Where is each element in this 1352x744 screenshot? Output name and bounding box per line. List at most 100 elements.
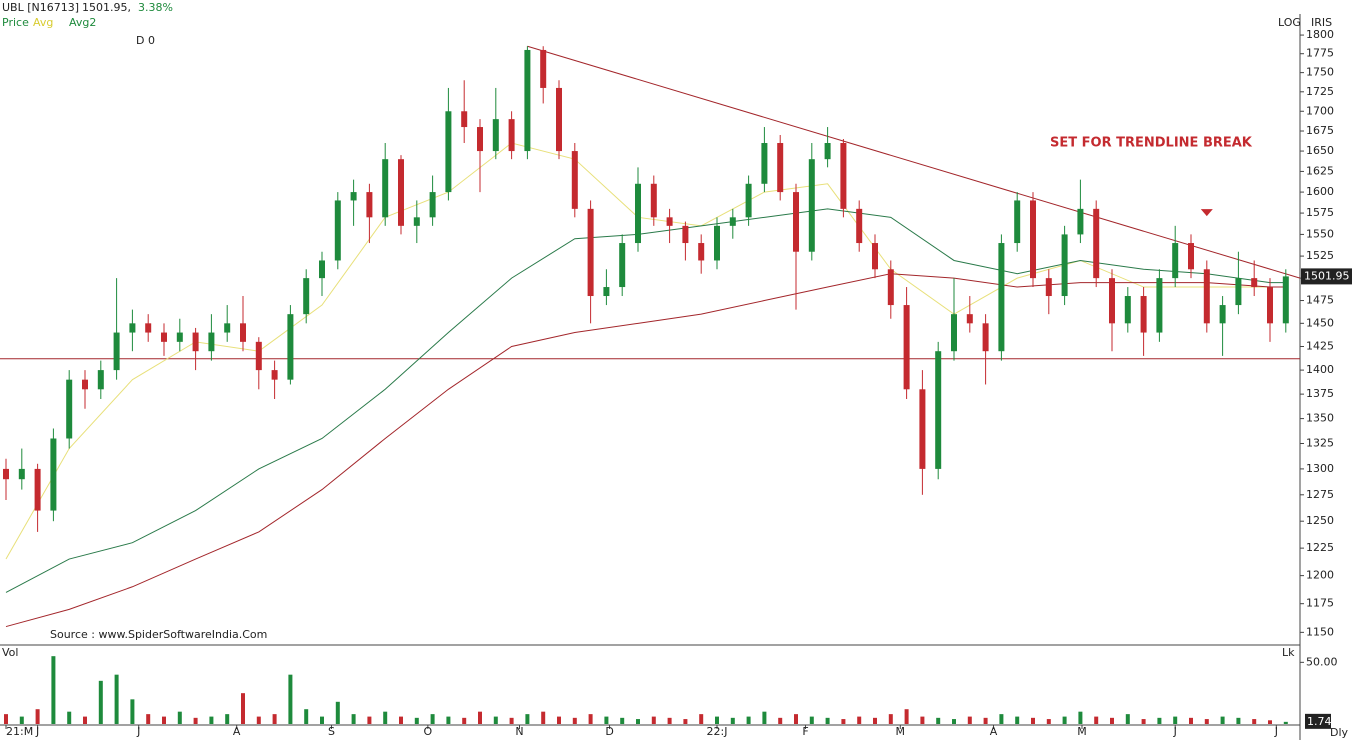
volume-bar: [288, 674, 293, 724]
candle-body: [1140, 296, 1147, 333]
y-tick-label: 1375: [1306, 387, 1334, 400]
volume-bar: [762, 711, 767, 724]
candle-body: [1172, 243, 1179, 279]
y-tick-label: 1800: [1306, 28, 1334, 41]
volume-bar: [4, 714, 8, 724]
brand: IRIS: [1311, 16, 1332, 29]
x-tick-label: J: [35, 725, 39, 738]
volume-bar: [509, 717, 514, 724]
candle-body: [1061, 234, 1068, 297]
y-tick-label: 1175: [1306, 597, 1334, 610]
volume-bar: [999, 714, 1004, 724]
candle-body: [176, 332, 183, 342]
y-tick-label: 1400: [1306, 363, 1334, 376]
volume-bar: [746, 716, 751, 724]
candle-body: [951, 314, 957, 352]
candle-body: [856, 208, 863, 244]
volume-bar: [335, 701, 340, 724]
candle-body: [761, 143, 768, 184]
y-tick-label: 1550: [1306, 227, 1334, 240]
volume-bar: [778, 717, 783, 724]
volume-last: 1.74: [1307, 715, 1332, 728]
signal-marker: [1200, 209, 1213, 217]
volume-tick-label: 50.00: [1306, 655, 1338, 668]
volume-bar: [1283, 721, 1288, 724]
volume-bar: [557, 716, 561, 724]
candle-body: [1030, 200, 1036, 279]
volume-bar: [1125, 714, 1130, 724]
volume-bar: [809, 716, 814, 724]
annotation: SET FOR TRENDLINE BREAK: [1050, 136, 1253, 151]
y-tick-label: 1250: [1306, 514, 1334, 527]
legend-price: Price: [2, 16, 29, 29]
volume-bar: [620, 717, 625, 724]
volume-bar: [588, 714, 593, 724]
candle-body: [1267, 287, 1273, 324]
candle-body: [129, 323, 136, 333]
candle-body: [619, 243, 626, 288]
candle-body: [1109, 278, 1115, 324]
candle-body: [445, 111, 452, 193]
candle-body: [650, 183, 657, 218]
candle-body: [1282, 276, 1289, 324]
y-tick-label: 1775: [1306, 47, 1334, 60]
volume-bar: [209, 716, 214, 724]
candle-body: [145, 323, 152, 333]
candle-body: [793, 192, 799, 252]
candle-body: [271, 370, 278, 380]
x-tick-label: 21:M: [6, 725, 33, 738]
volume-bar: [320, 716, 324, 724]
legend-entry: Avg: [33, 16, 53, 29]
candle-body: [492, 119, 499, 152]
candle-body: [66, 379, 73, 439]
volume-bar: [146, 714, 151, 724]
candle-body: [161, 332, 167, 342]
candle-body: [666, 217, 673, 226]
candle-body: [303, 278, 310, 315]
x-tick-label: A: [233, 725, 241, 738]
volume-bar: [225, 714, 230, 724]
candle-body: [82, 379, 88, 390]
candle-body: [334, 200, 341, 261]
candle-body: [872, 243, 878, 270]
volume-bar: [462, 717, 467, 724]
y-tick-label: 1275: [1306, 488, 1334, 501]
candle-body: [50, 438, 57, 511]
y-tick-label: 1600: [1306, 185, 1334, 198]
candle-body: [97, 370, 104, 390]
candle-body: [682, 225, 689, 244]
candle-body: [1188, 243, 1194, 270]
volume-bar: [304, 709, 309, 724]
volume-bar: [1220, 716, 1225, 724]
x-tick-label: F: [802, 725, 808, 738]
y-tick-label: 1150: [1306, 625, 1334, 638]
volume-bar: [1078, 711, 1083, 724]
volume-bar: [1015, 716, 1020, 724]
volume-label: Vol: [2, 646, 18, 659]
volume-bar: [83, 716, 87, 724]
volume-bar: [1094, 716, 1099, 724]
candle-body: [1219, 305, 1226, 324]
volume-bar: [1062, 716, 1067, 724]
x-tick-label: D: [605, 725, 613, 738]
candle-body: [1235, 278, 1242, 306]
change: 3.38%: [138, 1, 173, 14]
candle-body: [935, 351, 942, 469]
source: Source : www.SpiderSoftwareIndia.Com: [50, 628, 267, 641]
volume-bar: [1236, 717, 1241, 724]
y-tick-label: 1750: [1306, 66, 1334, 79]
candle-body: [350, 192, 357, 201]
x-tick-label: M: [896, 725, 906, 738]
volume-bar: [130, 699, 135, 724]
volume-bar: [983, 717, 988, 724]
volume-bar: [1157, 717, 1162, 724]
volume-bar: [541, 711, 546, 724]
volume-bar: [904, 709, 909, 724]
candle-body: [3, 468, 9, 480]
last-price: 1501.95: [1304, 269, 1350, 282]
volume-bar: [667, 717, 672, 724]
x-tick-label: J: [1173, 725, 1177, 738]
volume-bar: [636, 719, 640, 724]
candle-body: [714, 225, 720, 261]
volume-bar: [430, 714, 435, 724]
